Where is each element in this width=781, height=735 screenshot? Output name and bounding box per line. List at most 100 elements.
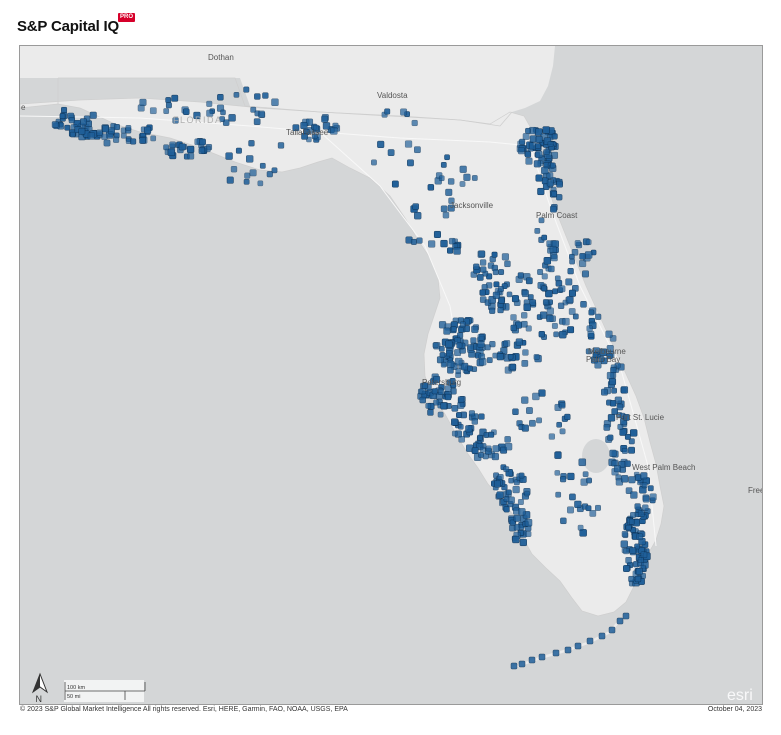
location-marker[interactable] bbox=[567, 472, 575, 481]
location-marker[interactable] bbox=[496, 491, 504, 499]
location-marker[interactable] bbox=[559, 402, 566, 409]
location-marker[interactable] bbox=[578, 458, 587, 467]
location-marker[interactable] bbox=[585, 505, 592, 512]
location-marker[interactable] bbox=[584, 251, 593, 259]
location-marker[interactable] bbox=[546, 307, 554, 315]
location-marker[interactable] bbox=[515, 338, 523, 346]
location-marker[interactable] bbox=[144, 126, 152, 134]
location-marker[interactable] bbox=[478, 413, 485, 420]
location-marker[interactable] bbox=[486, 357, 493, 364]
location-marker[interactable] bbox=[459, 181, 466, 187]
location-marker[interactable] bbox=[69, 131, 76, 138]
location-marker[interactable] bbox=[543, 148, 550, 155]
location-marker[interactable] bbox=[432, 342, 439, 349]
location-marker[interactable] bbox=[533, 160, 541, 168]
location-marker[interactable] bbox=[467, 365, 473, 372]
location-marker[interactable] bbox=[580, 301, 587, 308]
location-marker[interactable] bbox=[599, 348, 608, 356]
location-marker[interactable] bbox=[506, 489, 512, 496]
location-marker[interactable] bbox=[628, 518, 635, 525]
location-marker[interactable] bbox=[233, 92, 240, 98]
location-marker[interactable] bbox=[459, 165, 467, 173]
location-marker[interactable] bbox=[433, 399, 440, 406]
location-marker[interactable] bbox=[439, 352, 446, 358]
location-marker[interactable] bbox=[448, 237, 456, 245]
location-marker[interactable] bbox=[538, 331, 545, 338]
location-marker[interactable] bbox=[566, 296, 574, 304]
location-marker[interactable] bbox=[498, 269, 505, 275]
location-marker[interactable] bbox=[506, 291, 513, 298]
location-marker[interactable] bbox=[557, 302, 565, 309]
location-marker[interactable] bbox=[384, 108, 391, 115]
location-marker[interactable] bbox=[525, 325, 532, 332]
location-marker[interactable] bbox=[587, 330, 595, 338]
location-marker[interactable] bbox=[609, 449, 617, 457]
location-marker[interactable] bbox=[391, 180, 399, 188]
location-marker[interactable] bbox=[445, 188, 453, 196]
location-marker[interactable] bbox=[467, 344, 475, 351]
location-marker[interactable] bbox=[493, 281, 500, 288]
location-marker[interactable] bbox=[457, 401, 465, 409]
location-marker[interactable] bbox=[444, 393, 452, 401]
location-marker[interactable] bbox=[623, 565, 630, 572]
location-marker[interactable] bbox=[183, 108, 190, 115]
location-marker[interactable] bbox=[169, 141, 176, 149]
location-marker[interactable] bbox=[508, 477, 514, 484]
location-marker[interactable] bbox=[628, 438, 635, 445]
location-marker[interactable] bbox=[629, 547, 637, 555]
location-marker[interactable] bbox=[538, 653, 546, 661]
location-marker[interactable] bbox=[150, 135, 157, 142]
location-marker[interactable] bbox=[568, 308, 576, 315]
location-marker[interactable] bbox=[537, 269, 544, 275]
location-marker[interactable] bbox=[167, 148, 176, 157]
location-marker[interactable] bbox=[444, 154, 450, 161]
location-marker[interactable] bbox=[473, 263, 480, 270]
location-marker[interactable] bbox=[507, 496, 515, 504]
location-marker[interactable] bbox=[447, 247, 454, 254]
location-marker[interactable] bbox=[556, 421, 562, 428]
location-marker[interactable] bbox=[510, 324, 517, 332]
location-marker[interactable] bbox=[449, 378, 456, 384]
location-marker[interactable] bbox=[524, 151, 532, 158]
location-marker[interactable] bbox=[538, 389, 546, 397]
location-marker[interactable] bbox=[219, 116, 225, 122]
location-marker[interactable] bbox=[542, 299, 549, 306]
location-marker[interactable] bbox=[498, 297, 505, 304]
location-marker[interactable] bbox=[477, 334, 485, 341]
map-canvas[interactable]: Dothan Valdosta FLORIDA Tallahassee Jack… bbox=[20, 46, 763, 705]
location-marker[interactable] bbox=[568, 289, 576, 297]
location-marker[interactable] bbox=[554, 275, 561, 282]
location-marker[interactable] bbox=[453, 247, 461, 255]
location-marker[interactable] bbox=[582, 270, 589, 278]
location-marker[interactable] bbox=[608, 378, 617, 386]
location-marker[interactable] bbox=[412, 203, 419, 210]
location-marker[interactable] bbox=[559, 428, 566, 435]
location-marker[interactable] bbox=[497, 306, 504, 314]
location-marker[interactable] bbox=[607, 414, 616, 422]
location-marker[interactable] bbox=[533, 354, 540, 360]
location-marker[interactable] bbox=[139, 137, 147, 144]
location-marker[interactable] bbox=[271, 98, 279, 106]
location-marker[interactable] bbox=[542, 126, 550, 134]
location-marker[interactable] bbox=[623, 414, 630, 421]
location-marker[interactable] bbox=[428, 240, 436, 248]
location-marker[interactable] bbox=[620, 386, 629, 394]
location-marker[interactable] bbox=[478, 452, 484, 458]
location-marker[interactable] bbox=[586, 477, 592, 484]
location-marker[interactable] bbox=[522, 349, 529, 356]
location-marker[interactable] bbox=[535, 174, 543, 182]
location-marker[interactable] bbox=[523, 303, 531, 311]
location-marker[interactable] bbox=[510, 314, 517, 321]
location-marker[interactable] bbox=[447, 178, 455, 185]
location-marker[interactable] bbox=[550, 162, 556, 169]
location-marker[interactable] bbox=[574, 240, 581, 247]
location-marker[interactable] bbox=[448, 197, 455, 204]
location-marker[interactable] bbox=[526, 407, 533, 414]
location-marker[interactable] bbox=[488, 431, 495, 438]
location-marker[interactable] bbox=[440, 239, 448, 248]
location-marker[interactable] bbox=[550, 205, 557, 213]
location-marker[interactable] bbox=[301, 133, 308, 140]
location-marker[interactable] bbox=[567, 506, 574, 514]
location-marker[interactable] bbox=[556, 180, 563, 188]
location-marker[interactable] bbox=[468, 410, 475, 417]
